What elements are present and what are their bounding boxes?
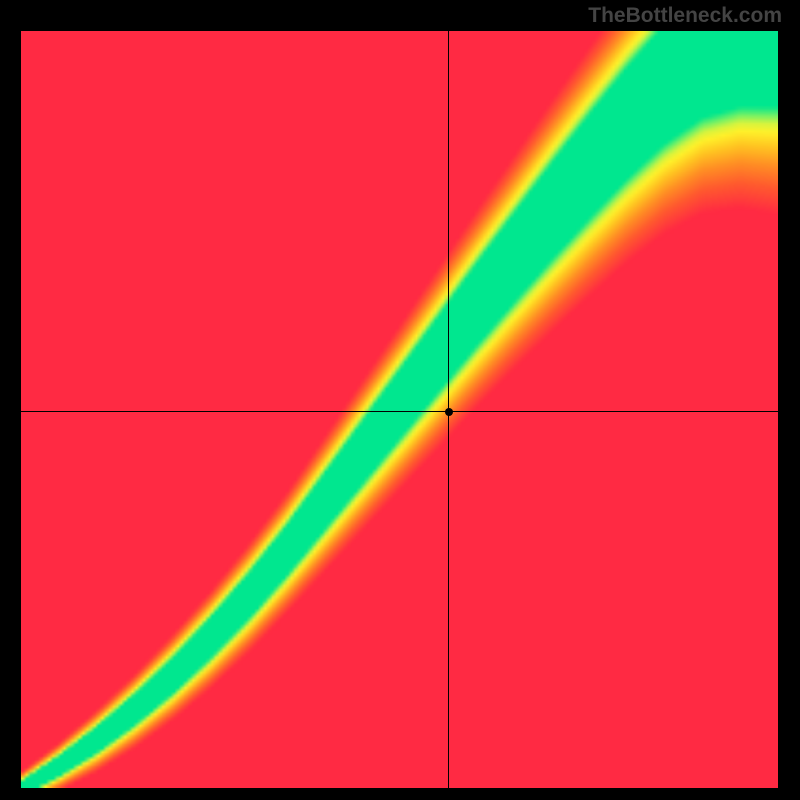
chart-container: TheBottleneck.com [0, 0, 800, 800]
watermark-text: TheBottleneck.com [588, 4, 782, 28]
plot-area [21, 31, 778, 788]
heatmap-canvas [21, 31, 778, 788]
selection-marker [445, 408, 453, 416]
crosshair-horizontal [21, 411, 778, 412]
